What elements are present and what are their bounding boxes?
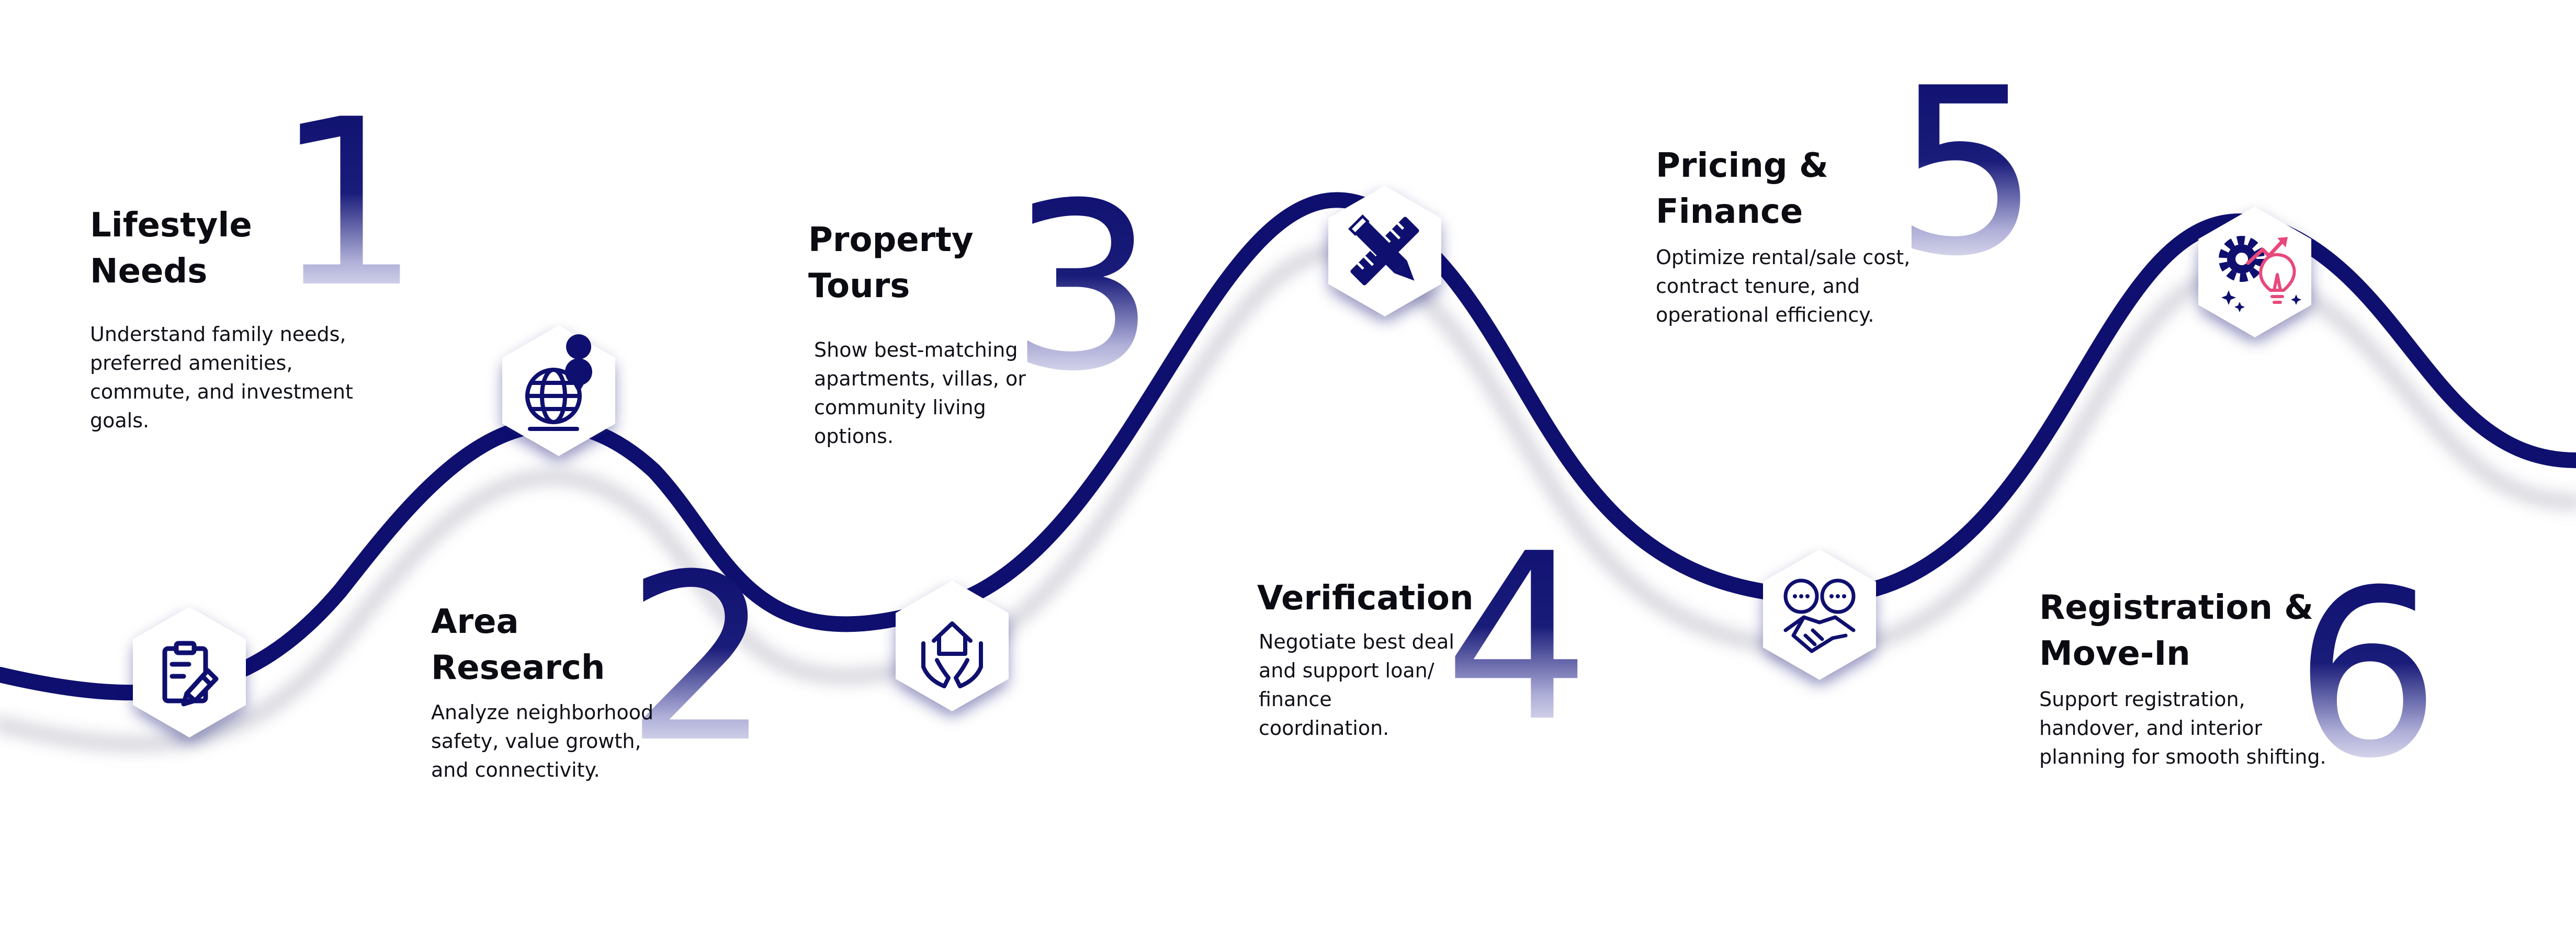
step-2-desc-line: and connectivity.: [431, 758, 600, 781]
step-4-node: [1319, 180, 1450, 322]
step-4-desc-line: and support loan/: [1259, 659, 1434, 682]
step-1-title: Lifestyle Needs: [90, 202, 252, 294]
growth-arrow-icon: [2246, 239, 2285, 265]
step-2-node: [493, 320, 624, 461]
step-4-desc-line: coordination.: [1259, 717, 1389, 740]
step-1-description: Understand family needs, preferred ameni…: [90, 320, 353, 435]
step-5-number: 5: [1894, 39, 2040, 307]
step-5-desc-line: operational efficiency.: [1656, 303, 1874, 326]
step-6-title: Registration & Move-In: [2039, 585, 2313, 677]
gear-bulb-growth-icon: [2198, 207, 2311, 342]
step-1-number: 1: [275, 70, 421, 338]
step-2-number: 2: [625, 525, 772, 793]
step-5-title-line: Finance: [1656, 192, 1803, 231]
wave-shadow: [0, 244, 2576, 752]
step-5-description: Optimize rental/sale cost, contract tenu…: [1656, 243, 1910, 330]
step-6-desc-line: Support registration,: [2039, 688, 2245, 711]
lightbulb-icon: [2259, 253, 2296, 304]
step-1-title-line: Needs: [90, 252, 208, 291]
step-3-node: [887, 575, 1018, 717]
step-6-title-line: Move-In: [2039, 634, 2190, 673]
step-2-desc-line: safety, value growth,: [431, 730, 641, 753]
step-1-desc-line: preferred amenities,: [90, 351, 293, 374]
step-6-node: [2189, 201, 2320, 343]
step-6-desc-line: handover, and interior: [2039, 717, 2263, 740]
step-5-title: Pricing & Finance: [1656, 143, 1828, 235]
step-2-title-line: Research: [431, 649, 605, 687]
step-5-desc-line: Optimize rental/sale cost,: [1656, 246, 1911, 269]
step-2-title: Area Research: [431, 599, 605, 691]
step-2-desc-line: Analyze neighborhood: [431, 701, 654, 724]
step-2-title-line: Area: [431, 603, 519, 641]
globe-location-pin-icon: [502, 325, 615, 460]
clipboard-pen-icon: [133, 607, 246, 742]
gear-icon: [2219, 236, 2265, 282]
step-5-node: [1754, 544, 1885, 685]
step-3-title-line: Tours: [808, 267, 910, 305]
step-3-title: Property Tours: [808, 217, 974, 309]
step-5-desc-line: contract tenure, and: [1656, 275, 1860, 298]
step-1-desc-line: commute, and investment: [90, 380, 353, 403]
step-1-title-line: Lifestyle: [90, 206, 252, 245]
pencil-ruler-icon: [1328, 186, 1441, 321]
step-6-title-line: Registration &: [2039, 588, 2314, 627]
wave-line: [0, 192, 2576, 701]
step-3-desc-line: Show best-matching: [814, 338, 1018, 361]
step-4-title: Verification: [1257, 575, 1474, 621]
step-4-desc-line: finance: [1259, 688, 1332, 711]
step-4-desc-line: Negotiate best deal: [1259, 630, 1454, 653]
step-3-desc-line: options.: [814, 425, 894, 448]
step-5-title-line: Pricing &: [1656, 146, 1828, 185]
step-4-number: 4: [1444, 504, 1590, 772]
step-6-description: Support registration, handover, and inte…: [2039, 685, 2326, 771]
step-3-title-line: Property: [808, 221, 974, 259]
step-6-number: 6: [2294, 541, 2441, 809]
sparkle-icon: [2221, 290, 2301, 312]
step-3-desc-line: apartments, villas, or: [814, 367, 1026, 390]
step-2-description: Analyze neighborhood safety, value growt…: [431, 698, 653, 785]
step-1-node: [124, 601, 255, 743]
step-4-title-line: Verification: [1257, 579, 1474, 618]
handshake-chat-icon: [1763, 549, 1876, 684]
step-6-desc-line: planning for smooth shifting.: [2039, 745, 2326, 768]
step-1-desc-line: Understand family needs,: [90, 323, 346, 346]
step-4-description: Negotiate best deal and support loan/ fi…: [1259, 628, 1454, 743]
house-in-hands-icon: [896, 581, 1009, 716]
step-3-description: Show best-matching apartments, villas, o…: [814, 336, 1026, 451]
step-1-desc-line: goals.: [90, 409, 150, 432]
step-3-desc-line: community living: [814, 396, 986, 419]
step-3-number: 3: [1010, 154, 1156, 422]
